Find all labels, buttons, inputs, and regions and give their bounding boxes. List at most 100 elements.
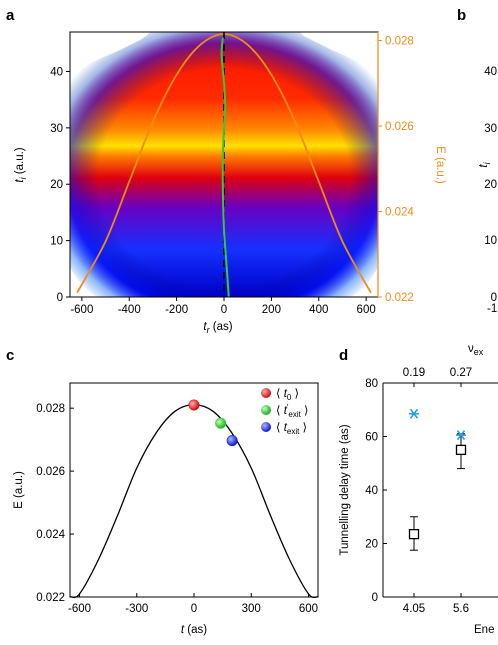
c-y-tick-label: 0.028	[36, 403, 65, 415]
d-y-tick-label: 80	[365, 378, 378, 390]
x-ticks: -600 -400 -200 0 200 400 600	[70, 297, 376, 316]
c-legend-bracket-open: ⟨	[276, 404, 284, 417]
c-legend-bracket-close: ⟩	[301, 404, 309, 417]
d-asterisk-stroke	[409, 408, 419, 419]
x-tick-label: -600	[70, 304, 93, 316]
y2-tick-label: 0.028	[385, 36, 414, 48]
d-x-axis-label-partial: Ene	[474, 624, 494, 636]
c-legend-bracket-open: ⟨	[276, 421, 284, 434]
d-top-ticks: 0.19 0.27	[403, 367, 472, 387]
c-marker	[215, 417, 227, 429]
y-tick-label: 0	[57, 292, 63, 304]
y2-tick-label: 0.022	[385, 292, 414, 304]
d-top-label: νex	[468, 343, 484, 357]
d-top-label-sub: ex	[474, 347, 484, 357]
c-y-tick-label: 0.022	[36, 592, 65, 604]
c-legend-symbol: t	[284, 388, 288, 400]
green-curve	[220, 37, 230, 297]
d-asterisk-marker	[409, 408, 419, 419]
c-x-tick-label: 600	[299, 603, 318, 615]
d-y-tick-label: 60	[365, 432, 378, 444]
y2-ticks: 0.022 0.024 0.026 0.028	[378, 36, 414, 304]
d-top-label-main: ν	[468, 343, 474, 355]
b-y-tick-label: 40	[484, 66, 497, 78]
c-legend-bracket-close: ⟩	[299, 421, 307, 434]
b-y-axis-label-main: t	[478, 164, 490, 168]
c-legend-label: ⟨ t′exit ⟩	[276, 403, 309, 419]
c-marker	[188, 399, 200, 411]
x-tick-label: 0	[221, 304, 227, 316]
heatmap	[70, 32, 378, 297]
d-square-marker	[455, 444, 467, 456]
d-y-tick-label: 20	[365, 539, 378, 551]
b-y-tick-label: 20	[484, 179, 497, 191]
c-marker	[226, 435, 238, 447]
c-legend-marker	[261, 405, 271, 415]
d-y-axis-label: Tunnelling delay time (as)	[339, 424, 351, 555]
y-tick-label: 10	[50, 236, 63, 248]
panel-label-c: c	[6, 347, 14, 364]
x-tick-label: -200	[165, 304, 188, 316]
d-points	[408, 408, 467, 551]
c-legend-label: ⟨ texit ⟩	[276, 421, 307, 436]
y-axis-label-main: t	[14, 179, 26, 183]
d-top-tick-label: 0.19	[403, 367, 425, 379]
c-legend-marker	[261, 422, 271, 432]
b-y-tick-label: 10	[484, 235, 497, 247]
heatmap-corner-left	[70, 32, 150, 76]
panel-label-d: d	[339, 347, 348, 364]
heatmap-corner-bl	[70, 268, 96, 297]
d-x-tick-label: 4.05	[403, 603, 425, 615]
c-markers	[188, 399, 238, 447]
c-legend: ⟨ t0 ⟩⟨ t′exit ⟩⟨ texit ⟩	[261, 387, 309, 436]
c-legend-label: ⟨ t0 ⟩	[276, 387, 299, 402]
c-x-tick-label: 0	[191, 603, 197, 615]
c-legend-symbol: t	[284, 405, 288, 417]
panel-label-a: a	[6, 7, 15, 24]
c-y-axis-label: E (a.u.)	[13, 471, 25, 509]
d-y-tick-label: 40	[365, 485, 378, 497]
b-y-tick-label: 0	[491, 292, 497, 304]
y2-tick-label: 0.026	[385, 121, 414, 133]
x-tick-label: -400	[118, 304, 141, 316]
c-legend-sub: exit	[288, 410, 301, 419]
c-legend-bracket-close: ⟩	[291, 387, 299, 400]
d-square-marker	[408, 528, 420, 540]
d-asterisk-stroke	[456, 430, 466, 441]
x-tick-label: 600	[357, 304, 376, 316]
c-x-tick-label: -600	[68, 603, 91, 615]
x-axis-label-sub: r	[207, 325, 211, 335]
panel-d: 0 20 40 60 80 4.05 5.6 0.19 0.27 Tunnelling de…	[339, 343, 498, 636]
b-y-axis-label: ti	[478, 161, 492, 167]
d-y-tick-label: 0	[372, 592, 378, 604]
panel-b: 40 30 20 10 0 ti -1	[478, 66, 497, 315]
c-y-ticks: 0.022 0.024 0.026 0.028	[36, 403, 74, 604]
x-axis-label-main: t	[203, 321, 207, 333]
c-legend-symbol: t	[284, 422, 288, 434]
panel-label-b: b	[457, 7, 466, 24]
c-legend-sub: exit	[287, 427, 300, 436]
c-legend-bracket-open: ⟨	[276, 387, 284, 400]
c-x-axis-label: t (as)	[181, 624, 207, 636]
c-y-tick-label: 0.024	[36, 529, 65, 541]
y-tick-label: 20	[50, 179, 63, 191]
panel-c: -600 -300 0 300 600 0.022 0.024 0.026 0.028 ⟨ t…	[13, 382, 319, 636]
y2-tick-label: 0.024	[385, 207, 414, 219]
d-asterisk-marker	[456, 430, 466, 441]
b-y-axis-label-sub: i	[482, 161, 492, 164]
y-axis-label-unit: (a.u.)	[14, 147, 26, 177]
b-y-ticks: 40 30 20 10 0	[484, 66, 497, 304]
y-tick-label: 30	[50, 123, 63, 135]
heatmap-corner-right	[300, 32, 378, 76]
heatmap-corner-br	[352, 268, 378, 297]
b-y-tick-label: 30	[484, 123, 497, 135]
d-x-ticks: 4.05 5.6	[403, 593, 469, 615]
y-tick-label: 40	[50, 66, 63, 78]
d-x-tick-label: 5.6	[453, 603, 469, 615]
c-x-axis-label-unit: (as)	[184, 624, 207, 636]
d-y-ticks: 0 20 40 60 80	[365, 378, 387, 604]
c-x-axis-label-main: t	[181, 624, 185, 636]
y-axis-label: ti (a.u.)	[14, 147, 28, 182]
